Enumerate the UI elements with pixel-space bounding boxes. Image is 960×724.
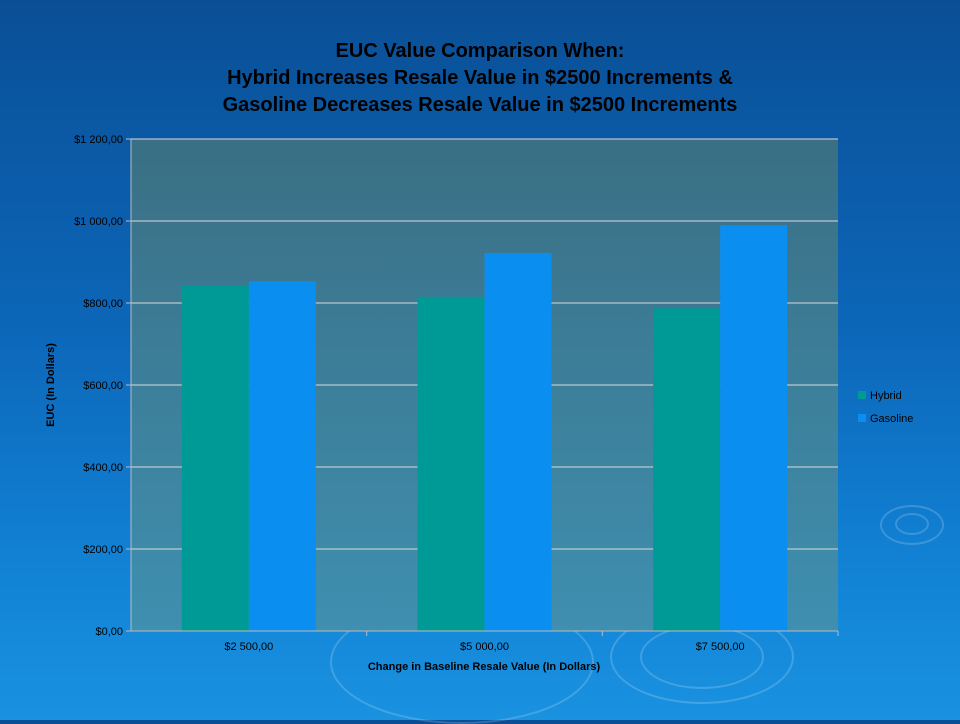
- x-tick-label: $2 500,00: [224, 641, 273, 653]
- x-axis-title: Change in Baseline Resale Value (In Doll…: [368, 661, 601, 673]
- background-ripple: [895, 513, 929, 535]
- legend-label-hybrid: Hybrid: [870, 390, 902, 402]
- legend: Hybrid Gasoline: [858, 390, 913, 425]
- bar-gasoline-3: [720, 225, 788, 631]
- background-ripple: [880, 505, 944, 545]
- y-tick-label: $800,00: [83, 298, 123, 310]
- x-axis-ticks: $2 500,00 $5 000,00 $7 500,00: [224, 631, 839, 653]
- legend-swatch-gasoline: [858, 414, 866, 422]
- bar-hybrid-2: [417, 296, 485, 631]
- bars: [181, 225, 788, 632]
- y-tick-label: $0,00: [95, 626, 123, 638]
- y-tick-label: $600,00: [83, 380, 123, 392]
- bar-gasoline-1: [248, 281, 316, 631]
- chart-title-line-1: EUC Value Comparison When:: [335, 40, 625, 62]
- chart-title-line-2: Hybrid Increases Resale Value in $2500 I…: [227, 67, 733, 89]
- legend-label-gasoline: Gasoline: [870, 413, 913, 425]
- y-tick-label: $200,00: [83, 544, 123, 556]
- x-tick-label: $5 000,00: [460, 641, 509, 653]
- chart-title-line-3: Gasoline Decreases Resale Value in $2500…: [222, 94, 738, 116]
- legend-swatch-hybrid: [858, 391, 866, 399]
- y-tick-label: $1 200,00: [74, 134, 123, 146]
- bar-gasoline-2: [484, 252, 552, 632]
- chart-title: EUC Value Comparison When: Hybrid Increa…: [0, 38, 960, 119]
- bar-hybrid-1: [181, 285, 249, 631]
- x-tick-label: $7 500,00: [696, 641, 745, 653]
- y-tick-label: $1 000,00: [74, 216, 123, 228]
- y-axis-ticks: $0,00 $200,00 $400,00 $600,00 $800,00 $1 000,…: [74, 134, 131, 638]
- y-axis-title: EUC (In Dollars): [45, 343, 57, 427]
- y-tick-label: $400,00: [83, 462, 123, 474]
- bar-hybrid-3: [653, 308, 721, 631]
